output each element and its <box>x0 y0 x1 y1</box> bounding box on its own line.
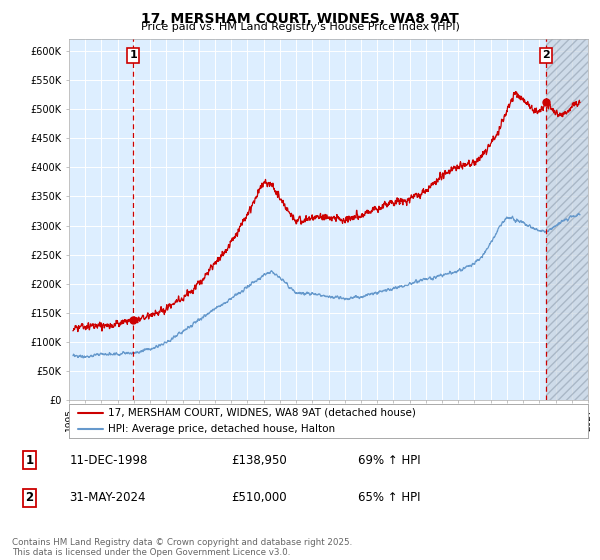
Text: 69% ↑ HPI: 69% ↑ HPI <box>358 454 420 467</box>
Text: 31-MAY-2024: 31-MAY-2024 <box>70 491 146 504</box>
Text: £138,950: £138,950 <box>231 454 287 467</box>
Bar <box>546 39 588 400</box>
Text: 1: 1 <box>25 454 34 467</box>
Text: 17, MERSHAM COURT, WIDNES, WA8 9AT: 17, MERSHAM COURT, WIDNES, WA8 9AT <box>141 12 459 26</box>
Text: Price paid vs. HM Land Registry's House Price Index (HPI): Price paid vs. HM Land Registry's House … <box>140 22 460 32</box>
Text: 11-DEC-1998: 11-DEC-1998 <box>70 454 148 467</box>
Text: 1: 1 <box>130 50 137 60</box>
Text: 65% ↑ HPI: 65% ↑ HPI <box>358 491 420 504</box>
Text: Contains HM Land Registry data © Crown copyright and database right 2025.
This d: Contains HM Land Registry data © Crown c… <box>12 538 352 557</box>
Text: £510,000: £510,000 <box>231 491 287 504</box>
Text: 17, MERSHAM COURT, WIDNES, WA8 9AT (detached house): 17, MERSHAM COURT, WIDNES, WA8 9AT (deta… <box>108 408 416 418</box>
Text: 2: 2 <box>25 491 34 504</box>
Text: HPI: Average price, detached house, Halton: HPI: Average price, detached house, Halt… <box>108 423 335 433</box>
Text: 2: 2 <box>542 50 550 60</box>
